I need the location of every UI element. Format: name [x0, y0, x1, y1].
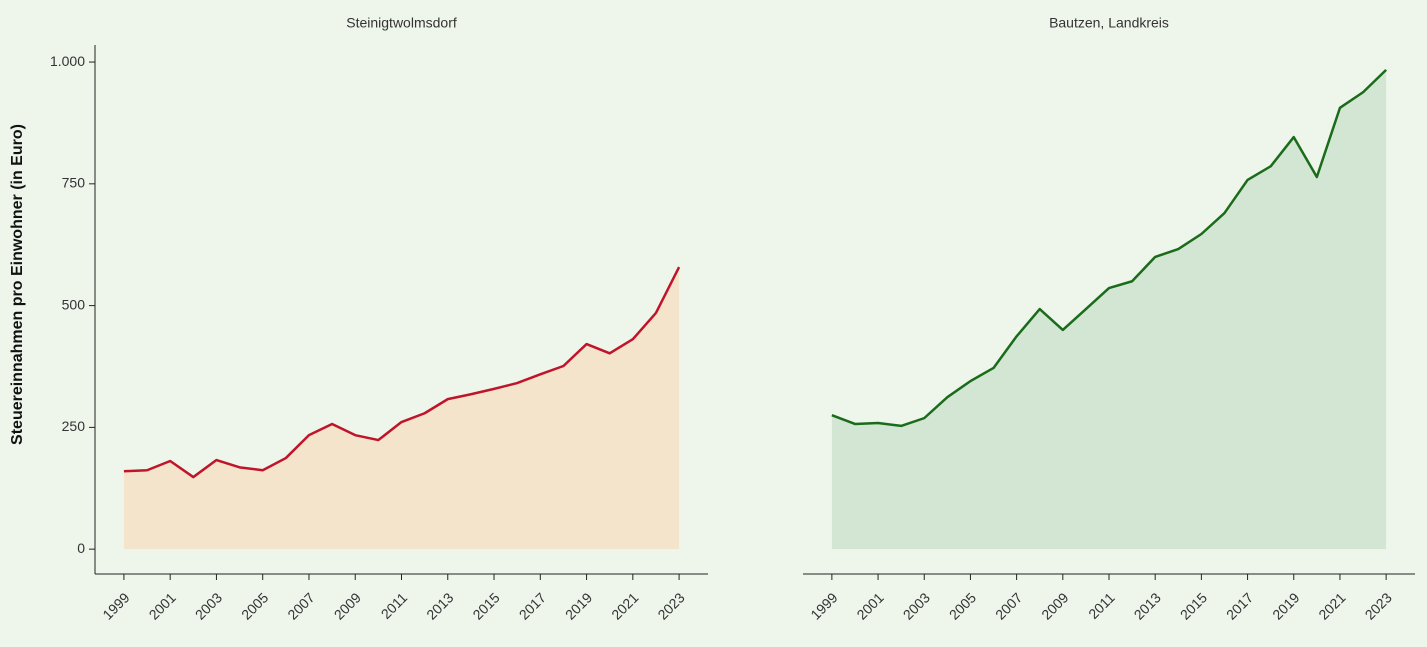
x-tick-label: 2009 [331, 589, 364, 622]
x-tick-label: 2011 [378, 589, 411, 622]
line [831, 68, 1388, 428]
x-tick-label: 2013 [423, 589, 456, 622]
x-tick-label: 2019 [1269, 589, 1302, 622]
y-tick-label: 750 [62, 175, 86, 191]
x-tick-label: 2011 [1085, 589, 1118, 622]
x-tick-label: 2019 [562, 589, 595, 622]
x-tick-label: 2015 [469, 589, 502, 622]
line [123, 266, 681, 479]
y-axis-label: Steuereinnahmen pro Einwohner (in Euro) [9, 124, 26, 445]
x-tick-label: 2015 [1177, 589, 1210, 622]
y-tick-label: 250 [62, 418, 86, 434]
x-tick-label: 2013 [1131, 589, 1164, 622]
panel-title: Bautzen, Landkreis [1049, 15, 1169, 31]
x-tick-label: 2023 [1362, 589, 1395, 622]
x-tick-label: 2001 [853, 589, 886, 622]
x-tick-label: 2021 [1315, 589, 1348, 622]
x-tick-label: 2005 [946, 589, 979, 622]
x-tick-label: 2007 [992, 589, 1025, 622]
x-tick-label: 2009 [1038, 589, 1071, 622]
area [123, 267, 680, 550]
x-tick-label: 2021 [608, 589, 641, 622]
x-tick-label: 2017 [1223, 589, 1256, 622]
x-tick-label: 2003 [192, 589, 225, 622]
x-tick-label: 1999 [807, 589, 840, 622]
area [831, 69, 1387, 550]
y-tick-label: 0 [77, 540, 85, 556]
x-tick-label: 2001 [146, 589, 179, 622]
x-tick-label: 2007 [284, 589, 317, 622]
y-tick-label: 1.000 [50, 53, 85, 69]
x-tick-label: 2023 [654, 589, 687, 622]
x-tick-label: 1999 [99, 589, 132, 622]
x-tick-label: 2003 [900, 589, 933, 622]
panel-title: Steinigtwolmsdorf [346, 15, 457, 31]
y-tick-label: 500 [62, 296, 86, 312]
x-tick-label: 2005 [238, 589, 271, 622]
x-tick-label: 2017 [516, 589, 549, 622]
